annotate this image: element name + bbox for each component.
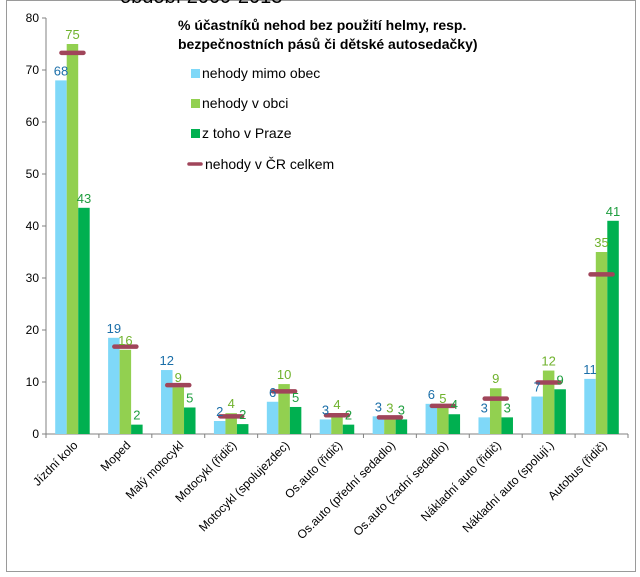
data-label: 6 — [428, 387, 435, 402]
bar — [542, 370, 555, 434]
data-label: 43 — [77, 191, 91, 206]
data-label: 9 — [492, 371, 499, 386]
bar — [108, 337, 120, 434]
bar — [331, 414, 343, 434]
category-label: Motocykl (spolujezdec) — [196, 438, 292, 534]
title-line: % účastníků nehod bez použití helmy, res… — [178, 17, 466, 33]
data-label: 68 — [54, 63, 68, 78]
data-label: 3 — [375, 399, 382, 414]
y-tick-label: 30 — [26, 271, 40, 285]
y-tick-label: 40 — [26, 219, 40, 233]
data-label: 9 — [557, 372, 564, 387]
data-label: 4 — [228, 396, 235, 411]
data-label: 2 — [133, 408, 140, 423]
data-label: 7 — [534, 380, 541, 395]
bar — [131, 424, 143, 434]
bar — [78, 207, 90, 434]
data-label: 9 — [175, 370, 182, 385]
legend-swatch — [191, 129, 200, 138]
bar — [319, 419, 332, 434]
data-label: 16 — [118, 333, 132, 348]
data-label: 11 — [583, 362, 597, 377]
data-label: 41 — [606, 204, 620, 219]
category-label: Jízdní kolo — [30, 438, 81, 489]
data-label: 3 — [322, 402, 329, 417]
bar — [342, 424, 355, 434]
bar — [119, 349, 132, 434]
y-tick-label: 50 — [26, 167, 40, 181]
bar — [55, 80, 67, 435]
bar — [161, 370, 173, 434]
bar — [489, 388, 502, 434]
legend: nehody mimo obec nehody v obci z toho v Pr… — [187, 65, 334, 172]
bar — [213, 421, 226, 434]
data-label: 2 — [239, 407, 246, 422]
data-label: 2 — [345, 408, 352, 423]
y-tick-label: 0 — [32, 427, 39, 441]
legend-label: nehody v ČR celkem — [205, 156, 334, 172]
data-label: 5 — [439, 391, 446, 406]
y-tick-label: 10 — [26, 375, 40, 389]
data-label: 75 — [65, 27, 79, 42]
y-tick-label: 70 — [26, 63, 40, 77]
category-label: Os.auto (přední sedadlo) — [294, 438, 398, 542]
bar — [66, 44, 79, 434]
data-label: 5 — [292, 390, 299, 405]
bar — [372, 416, 385, 434]
y-tick-label: 80 — [26, 11, 40, 25]
data-label: 35 — [594, 235, 608, 250]
bars — [55, 44, 619, 435]
bar — [184, 407, 196, 434]
bar — [236, 424, 249, 434]
y-tick-label: 20 — [26, 323, 40, 337]
data-label: 4 — [451, 397, 458, 412]
data-label: 4 — [333, 397, 340, 412]
data-label: 3 — [398, 402, 405, 417]
data-label: 10 — [277, 367, 291, 382]
data-label: 2 — [216, 404, 223, 419]
legend-label: z toho v Praze — [202, 125, 292, 141]
data-label: 3 — [386, 400, 393, 415]
bar — [425, 403, 438, 434]
bar — [501, 417, 513, 434]
chart-frame — [6, 0, 636, 572]
data-label: 12 — [541, 354, 555, 369]
bar — [384, 417, 396, 434]
bar — [289, 406, 302, 434]
bar — [584, 378, 596, 434]
data-label: 5 — [186, 390, 193, 405]
bar — [595, 252, 608, 434]
chart-top-text: období 2009-2013 — [120, 0, 282, 9]
data-label: 19 — [107, 321, 121, 336]
data-label: 6 — [269, 385, 276, 400]
category-label: Moped — [98, 438, 134, 474]
legend-label: nehody v obci — [202, 95, 288, 111]
bar — [437, 408, 449, 434]
bar — [225, 413, 237, 434]
bar — [607, 220, 619, 434]
y-tick-label: 60 — [26, 115, 40, 129]
legend-swatch — [191, 99, 200, 108]
data-label: 12 — [160, 353, 174, 368]
bar — [266, 401, 279, 434]
total-markers — [59, 50, 615, 420]
bar — [395, 419, 408, 434]
data-label: 3 — [504, 400, 511, 415]
bar — [448, 414, 461, 434]
bar — [478, 417, 490, 434]
bar — [531, 396, 543, 434]
data-label: 3 — [481, 400, 488, 415]
bar — [172, 387, 185, 434]
bar — [554, 389, 566, 434]
title-line: bezpečnostních pásů či dětské autosedačk… — [178, 36, 478, 52]
bar — [278, 384, 290, 434]
category-label: Os.auto (zadní sedadlo) — [350, 438, 450, 538]
category-label: Nákladní auto (spolují.) — [460, 438, 557, 535]
legend-swatch — [191, 69, 200, 78]
legend-label: nehody mimo obec — [202, 65, 320, 81]
chart-title: % účastníků nehod bez použití helmy, res… — [178, 17, 478, 52]
